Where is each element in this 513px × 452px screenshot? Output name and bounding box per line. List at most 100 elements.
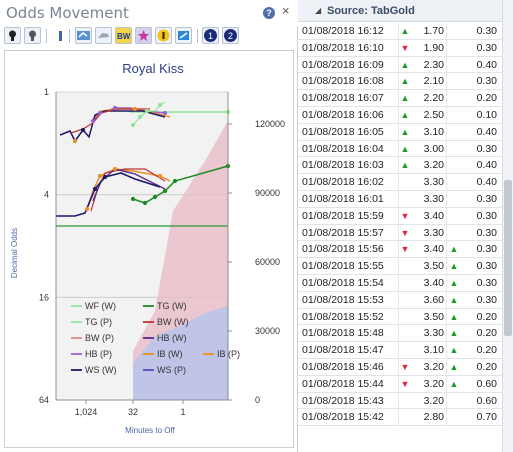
row-odds-trend: ▲: [399, 141, 411, 157]
row-time: 01/08/2018 15:52: [302, 310, 384, 323]
source-header[interactable]: ◢ Source: TabGold: [298, 0, 502, 22]
row-odds-trend: [399, 258, 411, 274]
star-icon[interactable]: [135, 27, 152, 44]
table-row[interactable]: 01/08/2018 15:52 3.50 ▲ 0.20: [298, 308, 502, 326]
row-odds: 3.40: [411, 274, 447, 291]
table-row[interactable]: 01/08/2018 15:43 3.20 0.60: [298, 392, 502, 410]
table-row[interactable]: 01/08/2018 16:02 3.30 0.40: [298, 174, 502, 191]
row-odds: 2.50: [411, 106, 447, 123]
up-arrow-icon: ▲: [449, 294, 459, 305]
table-row[interactable]: 01/08/2018 16:10 ▼ 1.90 0.30: [298, 39, 502, 57]
y-right-tick-label: 120000: [255, 119, 285, 129]
info-icon[interactable]: [155, 27, 172, 44]
row-stake: 0.40: [476, 125, 497, 138]
row-odds: 3.60: [411, 291, 447, 308]
row-time: 01/08/2018 15:56: [302, 243, 384, 256]
up-arrow-icon: ▲: [400, 160, 410, 171]
row-stake-trend: [448, 40, 460, 56]
x-tick-label: 32: [128, 407, 138, 417]
row-odds-trend: ▼: [399, 208, 411, 224]
number-2-icon[interactable]: 2: [222, 27, 239, 44]
row-odds: 3.50: [411, 308, 447, 325]
legend-label: TG (P): [85, 317, 112, 327]
horse-icon[interactable]: [95, 27, 112, 44]
table-row[interactable]: 01/08/2018 15:44 ▼ 3.20 ▲ 0.60: [298, 375, 502, 393]
row-stake-trend: [448, 73, 460, 89]
row-time: 01/08/2018 15:46: [302, 360, 384, 373]
scrollbar-thumb[interactable]: [504, 180, 512, 336]
table-row[interactable]: 01/08/2018 16:12 ▲ 1.70 0.30: [298, 23, 502, 40]
collapse-caret-icon[interactable]: ◢: [315, 6, 322, 15]
row-time: 01/08/2018 16:07: [302, 92, 384, 105]
row-time: 01/08/2018 16:04: [302, 142, 384, 155]
row-stake: 0.30: [476, 260, 497, 273]
panel-title: Odds Movement: [6, 4, 129, 22]
row-odds: 3.30: [411, 174, 447, 191]
table-row[interactable]: 01/08/2018 16:04 ▲ 3.00 0.30: [298, 140, 502, 158]
horse-icon[interactable]: [75, 27, 92, 44]
table-row[interactable]: 01/08/2018 15:54 3.40 ▲ 0.30: [298, 274, 502, 292]
table-row[interactable]: 01/08/2018 16:06 ▲ 2.50 0.10: [298, 106, 502, 124]
help-icon[interactable]: ?: [263, 7, 275, 19]
row-stake-trend: ▲: [448, 325, 460, 341]
flag-icon[interactable]: [175, 27, 192, 44]
table-row[interactable]: 01/08/2018 15:53 3.60 ▲ 0.30: [298, 291, 502, 309]
table-row[interactable]: 01/08/2018 15:42 2.80 0.70: [298, 409, 502, 427]
table-row[interactable]: 01/08/2018 16:07 ▲ 2.20 0.20: [298, 90, 502, 107]
row-time: 01/08/2018 15:53: [302, 293, 384, 306]
row-stake-trend: ▲: [448, 376, 460, 392]
row-time: 01/08/2018 16:01: [302, 192, 384, 205]
table-row[interactable]: 01/08/2018 15:48 3.30 ▲ 0.20: [298, 325, 502, 343]
row-time: 01/08/2018 15:43: [302, 394, 384, 407]
row-odds-trend: ▲: [399, 90, 411, 106]
trophy-icon[interactable]: [4, 27, 21, 44]
row-odds: 3.50: [411, 258, 447, 275]
series-marker: [152, 194, 158, 200]
y-left-tick-label: 1: [44, 87, 49, 97]
table-row[interactable]: 01/08/2018 15:46 ▼ 3.20 ▲ 0.20: [298, 358, 502, 376]
series-marker: [144, 108, 150, 114]
y-left-tick-label: 64: [39, 395, 49, 405]
number-1-icon[interactable]: 1: [202, 27, 219, 44]
close-icon[interactable]: ×: [282, 3, 290, 18]
row-stake: 0.40: [476, 58, 497, 71]
row-stake: 0.30: [476, 243, 497, 256]
y-right-tick-label: 0: [255, 395, 260, 405]
up-arrow-icon: ▲: [400, 109, 410, 120]
table-row[interactable]: 01/08/2018 16:08 ▲ 2.10 0.30: [298, 73, 502, 91]
table-row[interactable]: 01/08/2018 15:47 3.10 ▲ 0.20: [298, 342, 502, 359]
table-row[interactable]: 01/08/2018 16:09 ▲ 2.30 0.40: [298, 56, 502, 74]
table-row[interactable]: 01/08/2018 15:59 ▼ 3.40 0.30: [298, 207, 502, 225]
row-time: 01/08/2018 16:12: [302, 25, 384, 37]
row-stake-trend: ▲: [448, 258, 460, 274]
row-time: 01/08/2018 16:09: [302, 58, 384, 71]
odds-chart: Royal Kiss 1 4 16 64 0 30000 60000 90000 120000 1…: [4, 50, 294, 448]
table-row[interactable]: 01/08/2018 16:05 ▲ 3.10 0.40: [298, 123, 502, 141]
row-stake: 0.20: [476, 327, 497, 340]
row-odds: 3.20: [411, 392, 447, 409]
odds-chart-svg: Royal Kiss 1 4 16 64 0 30000 60000 90000 120000 1…: [10, 61, 285, 435]
bw-icon[interactable]: BW: [115, 27, 132, 44]
series-marker: [97, 110, 103, 116]
row-stake-trend: [448, 225, 460, 241]
up-arrow-icon: ▲: [400, 59, 410, 70]
tg-win-line: [132, 165, 229, 204]
table-row[interactable]: 01/08/2018 15:57 ▼ 3.30 0.30: [298, 224, 502, 242]
legend-label: IB (P): [217, 349, 240, 359]
table-row[interactable]: 01/08/2018 16:03 ▲ 3.20 0.40: [298, 157, 502, 175]
series-marker: [80, 127, 86, 133]
bar-icon[interactable]: [53, 27, 70, 44]
up-arrow-icon: ▲: [449, 328, 459, 339]
vertical-scrollbar[interactable]: [502, 0, 513, 452]
table-row[interactable]: 01/08/2018 16:01 3.30 0.30: [298, 190, 502, 208]
series-marker: [97, 173, 103, 179]
down-arrow-icon: ▼: [400, 42, 410, 53]
trophy-icon[interactable]: [24, 27, 41, 44]
row-time: 01/08/2018 16:06: [302, 108, 384, 121]
row-time: 01/08/2018 15:47: [302, 344, 384, 357]
row-time: 01/08/2018 16:05: [302, 125, 384, 138]
table-row[interactable]: 01/08/2018 15:56 ▼ 3.40 ▲ 0.30: [298, 241, 502, 259]
row-stake: 0.20: [476, 344, 497, 357]
table-row[interactable]: 01/08/2018 15:55 3.50 ▲ 0.30: [298, 258, 502, 275]
down-arrow-icon: ▼: [400, 227, 410, 238]
